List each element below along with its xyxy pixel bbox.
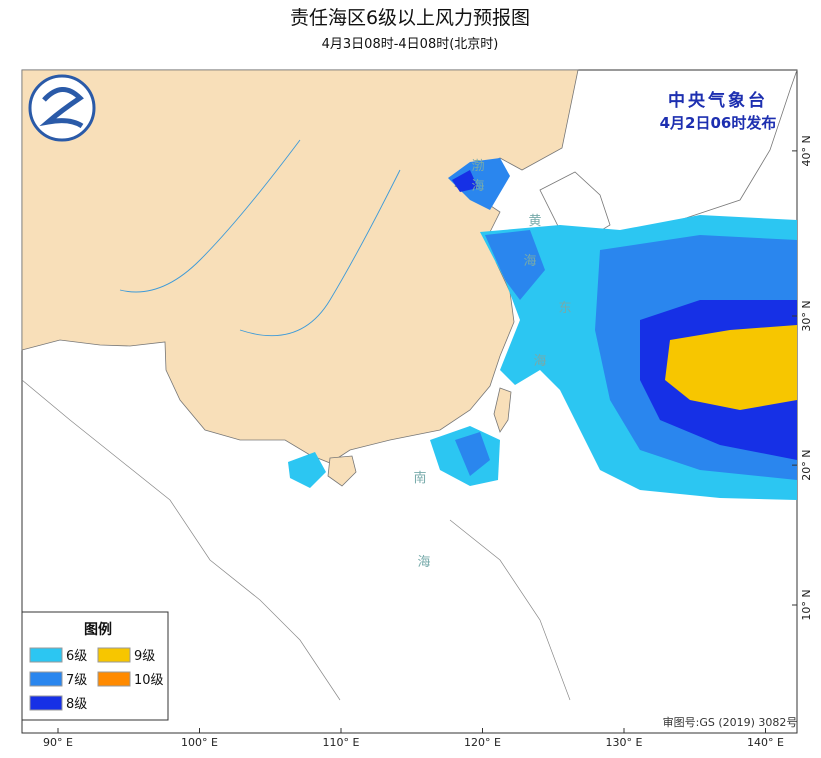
zone-9 (665, 325, 797, 410)
sea-label: 东 (558, 301, 571, 316)
lat-label: 40° N (800, 135, 813, 166)
lat-label: 30° N (800, 300, 813, 331)
subtitle: 4月3日08时-4日08时(北京时) (322, 37, 499, 52)
taiwan (493, 387, 512, 433)
lon-label: 120° E (464, 736, 501, 749)
lon-label: 140° E (747, 736, 784, 749)
sea-label: 黄 (528, 214, 541, 229)
agency: 中央气象台 (668, 90, 768, 111)
tonkin-zone (288, 452, 326, 488)
bohai-zone (448, 158, 510, 210)
legend-swatch (29, 647, 63, 663)
bohai-zone-8 (452, 170, 478, 192)
legend: 图例 6级 7级 8级 9级 10级 (21, 611, 169, 721)
lon-label: 130° E (606, 736, 643, 749)
issued: 4月2日06时发布 (660, 114, 777, 132)
legend-label: 7级 (66, 673, 87, 688)
legend-label: 10级 (134, 673, 164, 688)
lon-label: 90° E (43, 736, 73, 749)
legend-swatch (97, 671, 131, 687)
legend-label: 8级 (66, 697, 87, 712)
hainan (327, 455, 357, 487)
rivers (119, 139, 401, 337)
lon-label: 110° E (323, 736, 360, 749)
legend-label: 6级 (66, 649, 87, 664)
legend-label: 9级 (134, 649, 155, 664)
lon-label: 100° E (181, 736, 218, 749)
strait-zone-7 (455, 432, 490, 476)
sea-label: 渤 (471, 158, 484, 174)
sea-label: 海 (533, 354, 546, 369)
sea-label: 南 (413, 470, 426, 486)
lat-label: 20° N (800, 450, 813, 481)
approval: 审图号:GS (2019) 3082号 (663, 715, 798, 729)
logo-mark (39, 87, 84, 129)
legend-swatch (97, 647, 131, 663)
sea-label: 海 (523, 254, 536, 269)
legend-swatch (29, 695, 63, 711)
sea-label: 海 (471, 179, 484, 194)
legend-swatch (29, 671, 63, 687)
title: 责任海区6级以上风力预报图 (290, 7, 530, 29)
lat-label: 10° N (800, 589, 813, 620)
wind-zones (288, 158, 797, 500)
legend-title: 图例 (84, 621, 112, 638)
sea-label: 海 (417, 555, 430, 570)
coastlines (21, 379, 571, 701)
